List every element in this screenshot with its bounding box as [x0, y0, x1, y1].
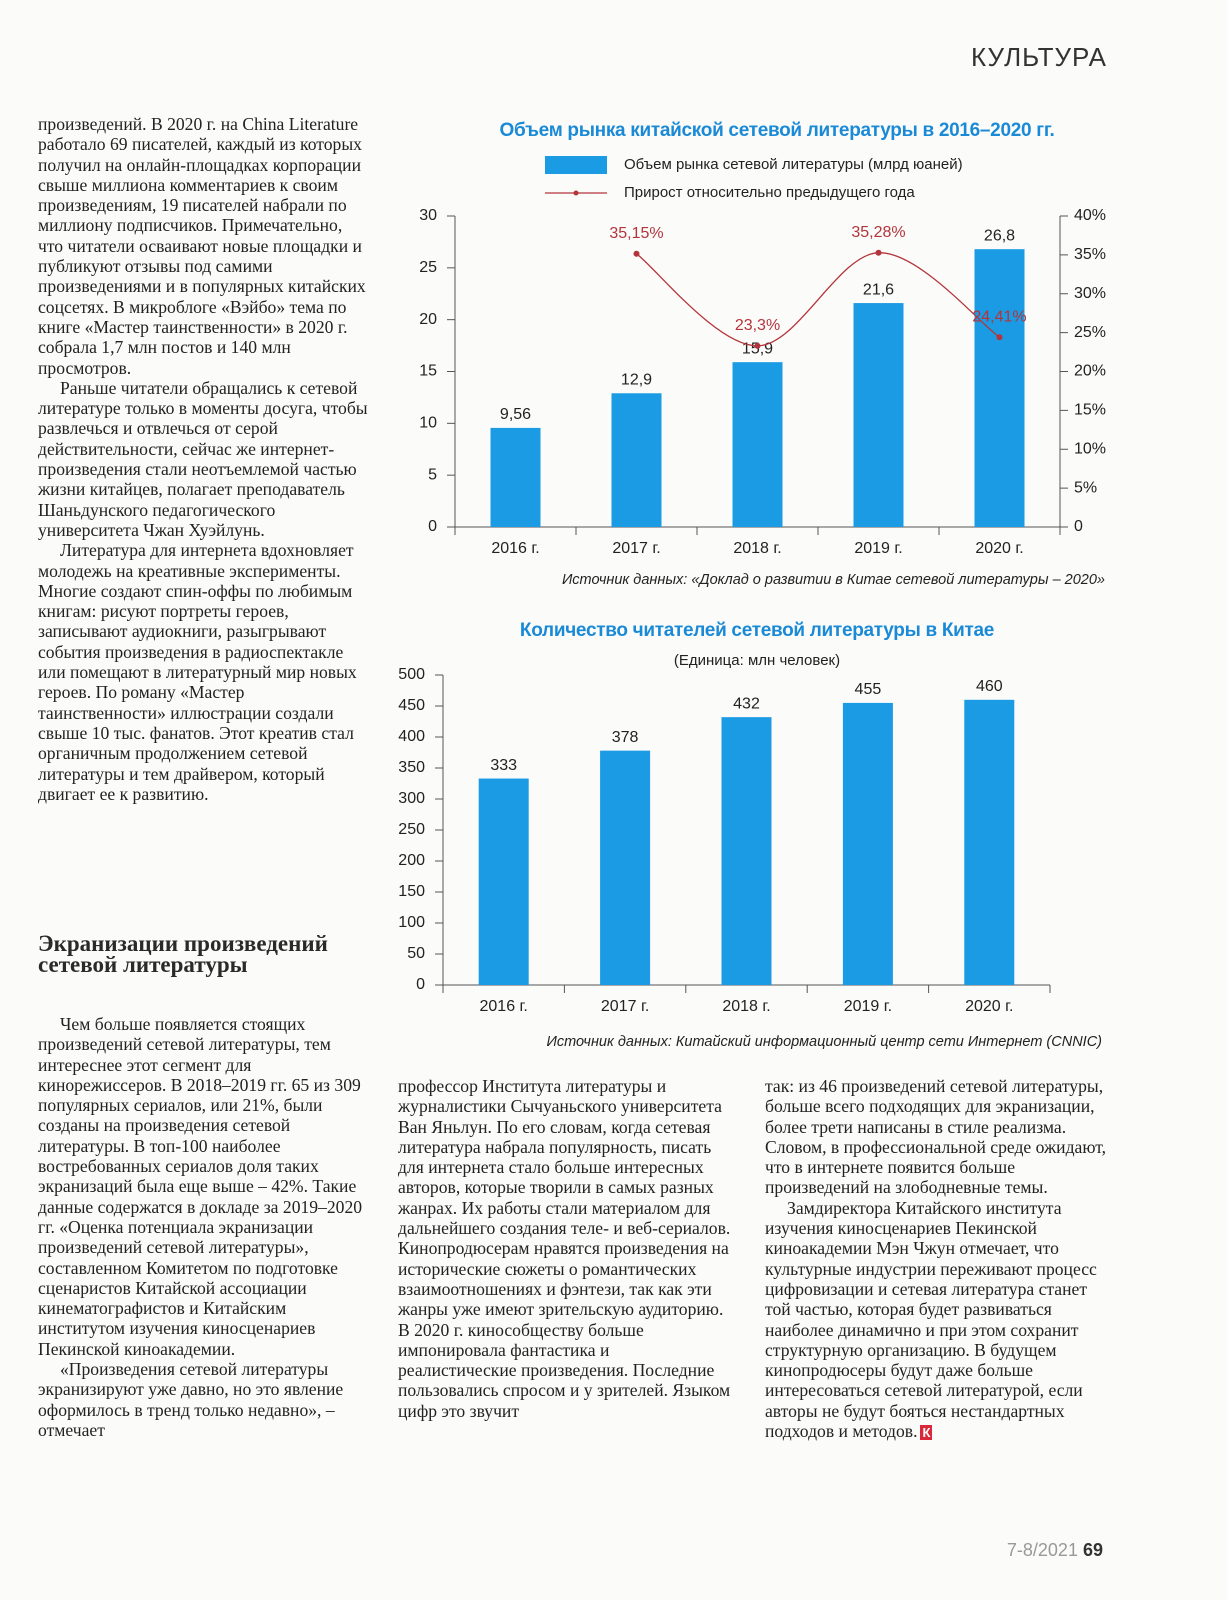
- bar: [490, 427, 541, 527]
- line-point: [633, 250, 640, 257]
- left-column: произведений. В 2020 г. на China Literat…: [38, 114, 370, 804]
- legend-dot: [573, 190, 579, 196]
- y2-tick-label: 30%: [1074, 285, 1106, 302]
- y-tick-label: 400: [398, 728, 425, 745]
- line-value-label: 23,3%: [735, 317, 780, 334]
- x-tick-label: 2017 г.: [601, 998, 649, 1015]
- bar: [732, 362, 783, 527]
- bar-value-label: 12,9: [621, 371, 652, 388]
- y-tick-label: 15: [419, 363, 437, 380]
- paragraph: так: из 46 произведений сетевой литерату…: [765, 1076, 1106, 1198]
- section-heading: Экранизации произведений сетевой литерат…: [38, 931, 328, 977]
- end-mark: К: [920, 1425, 933, 1441]
- y2-tick-label: 20%: [1074, 363, 1106, 380]
- line-point: [875, 249, 882, 256]
- section-header: КУЛЬТУРА: [971, 42, 1107, 72]
- x-tick-label: 2017 г.: [612, 540, 660, 557]
- y2-tick-label: 10%: [1074, 440, 1106, 457]
- bar: [611, 393, 662, 527]
- paragraph: профессор Института литературы и журнали…: [398, 1076, 731, 1421]
- x-tick-label: 2020 г.: [975, 540, 1023, 557]
- chart-source: Источник данных: «Доклад о развитии в Ки…: [562, 572, 1105, 588]
- bar-value-label: 21,6: [863, 281, 894, 298]
- bar: [842, 702, 893, 985]
- y-tick-label: 10: [419, 415, 437, 432]
- y-tick-label: 500: [398, 666, 425, 683]
- x-tick-label: 2019 г.: [854, 540, 902, 557]
- paragraph: «Произведения сетевой литературы экраниз…: [38, 1359, 344, 1440]
- line-point: [996, 334, 1003, 341]
- x-tick-label: 2018 г.: [733, 540, 781, 557]
- paragraph: Замдиректора Китайского института изучен…: [765, 1198, 1107, 1444]
- chart-title: Количество читателей сетевой литературы …: [520, 620, 994, 641]
- x-tick-label: 2016 г.: [491, 540, 539, 557]
- y-tick-label: 450: [398, 697, 425, 714]
- y2-tick-label: 40%: [1074, 207, 1106, 224]
- y2-tick-label: 25%: [1074, 324, 1106, 341]
- y-tick-label: 150: [398, 883, 425, 900]
- page-number: 69: [1082, 1540, 1103, 1560]
- y2-tick-label: 5%: [1074, 479, 1097, 496]
- bar: [600, 750, 651, 985]
- legend-swatch: [545, 156, 607, 174]
- y-tick-label: 20: [419, 311, 437, 328]
- bar: [721, 717, 772, 985]
- x-tick-label: 2018 г.: [722, 998, 770, 1015]
- bar-value-label: 432: [733, 695, 760, 712]
- y-tick-label: 5: [428, 466, 437, 483]
- y2-tick-label: 0: [1074, 518, 1083, 535]
- bar: [974, 249, 1025, 527]
- bar-value-label: 378: [612, 729, 639, 746]
- y2-tick-label: 35%: [1074, 246, 1106, 263]
- y-tick-label: 300: [398, 790, 425, 807]
- x-tick-label: 2019 г.: [844, 998, 892, 1015]
- bar-value-label: 455: [855, 681, 882, 698]
- y-tick-label: 100: [398, 914, 425, 931]
- chart-title: Объем рынка китайской сетевой литературы…: [499, 120, 1054, 141]
- y-tick-label: 25: [419, 259, 437, 276]
- paragraph: Чем больше появляется стоящих произведен…: [38, 1014, 363, 1359]
- paragraph-text: Замдиректора Китайского института изучен…: [765, 1197, 1097, 1442]
- bar-value-label: 460: [976, 678, 1003, 695]
- y-tick-label: 0: [428, 518, 437, 535]
- bar: [853, 303, 904, 527]
- line-point: [754, 342, 761, 349]
- line-value-label: 35,28%: [851, 224, 905, 241]
- bar-value-label: 333: [490, 757, 517, 774]
- legend-label: Объем рынка сетевой литературы (млрд юан…: [624, 156, 963, 173]
- paragraph: произведений. В 2020 г. на China Literat…: [38, 114, 366, 378]
- y-tick-label: 50: [407, 945, 425, 962]
- issue: 7-8/2021: [1006, 1540, 1078, 1560]
- y-tick-label: 200: [398, 852, 425, 869]
- y-tick-label: 0: [416, 976, 425, 993]
- right-column: так: из 46 произведений сетевой литерату…: [765, 1076, 1107, 1443]
- line-value-label: 24,41%: [972, 308, 1026, 325]
- chart-subtitle: (Единица: млн человек): [674, 652, 840, 669]
- y-tick-label: 350: [398, 759, 425, 776]
- x-tick-label: 2020 г.: [965, 998, 1013, 1015]
- paragraph: Раньше читатели обращались к сетевой лит…: [38, 377, 368, 540]
- left-column-2: Чем больше появляется стоящих произведен…: [38, 1014, 370, 1440]
- line: [636, 252, 1000, 347]
- y2-tick-label: 15%: [1074, 402, 1106, 419]
- middle-column: профессор Института литературы и журнали…: [398, 1076, 732, 1421]
- bar: [964, 699, 1015, 985]
- paragraph: Литература для интернета вдохновляет мол…: [38, 540, 357, 804]
- line-value-label: 35,15%: [609, 225, 663, 242]
- y-tick-label: 250: [398, 821, 425, 838]
- x-tick-label: 2016 г.: [480, 998, 528, 1015]
- bar-value-label: 9,56: [500, 406, 531, 423]
- y-tick-label: 30: [419, 207, 437, 224]
- bar-value-label: 26,8: [984, 227, 1015, 244]
- bar: [478, 778, 529, 985]
- chart-source: Источник данных: Китайский информационны…: [546, 1034, 1102, 1050]
- footer: 7-8/2021 69: [1007, 1540, 1103, 1561]
- legend-label: Прирост относительно предыдущего года: [624, 184, 915, 201]
